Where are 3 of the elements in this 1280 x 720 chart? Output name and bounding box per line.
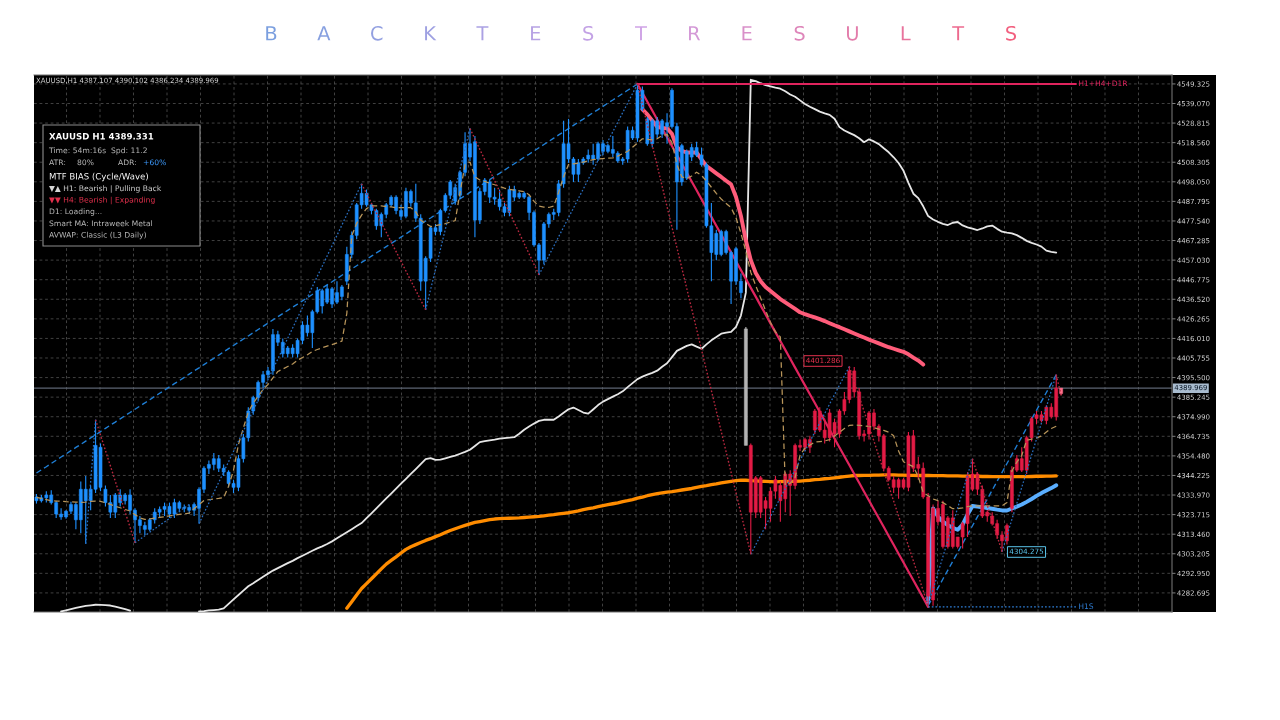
chart-title: B A C K T E S T R E S U L T S <box>266 25 1017 41</box>
annotation: XAUUSD H1 4389.331 <box>49 132 154 140</box>
annotation: MTF BIAS (Cycle/Wave) <box>49 172 148 182</box>
